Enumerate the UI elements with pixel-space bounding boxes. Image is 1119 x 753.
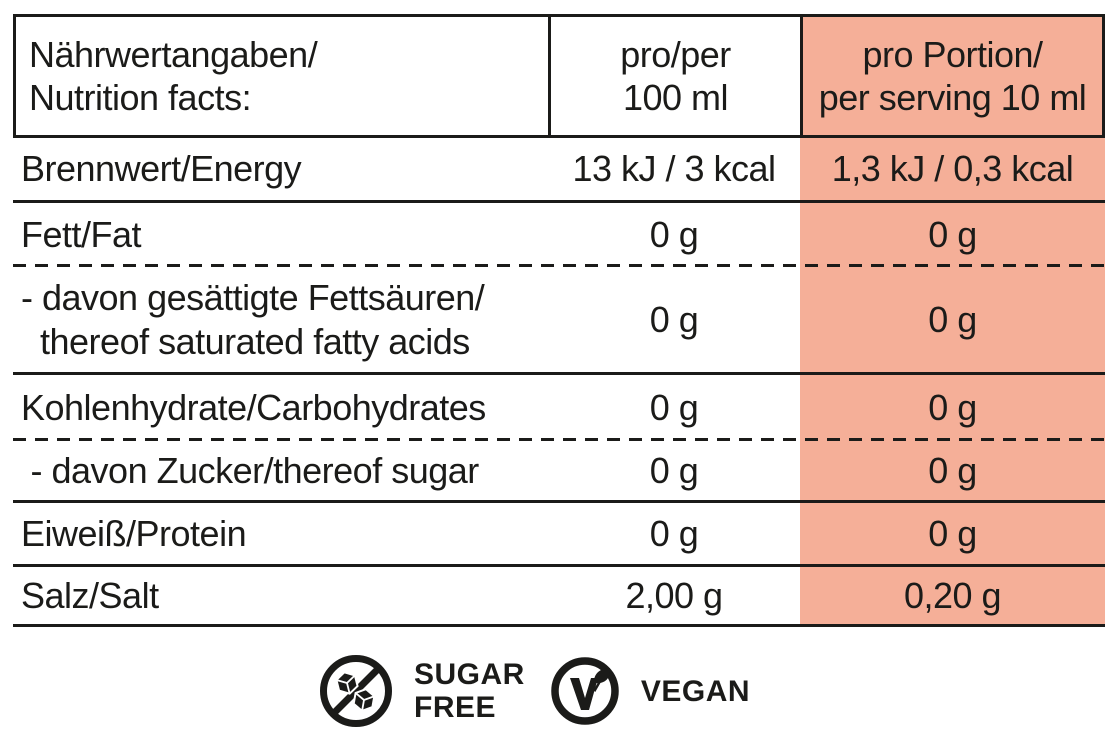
vegan-label: VEGAN — [640, 674, 751, 708]
row-value-serving: 0,20 g — [903, 574, 1002, 616]
table-row-salt: Salz/Salt 2,00 g 0,20 g — [13, 567, 1105, 627]
row-value-serving: 0 g — [928, 298, 977, 340]
row-value-per100: 0 g — [649, 298, 699, 340]
table-row-fat: Fett/Fat 0 g 0 g — [13, 203, 1105, 267]
row-label: Eiweiß/Protein — [21, 512, 247, 554]
table-row-energy: Brennwert/Energy 13 kJ / 3 kcal 1,3 kJ /… — [13, 138, 1105, 203]
row-value-serving: 0 g — [928, 449, 977, 491]
vegan-badge: VEGAN — [547, 653, 750, 729]
table-header-row: Nährwertangaben/ Nutrition facts: pro/pe… — [13, 14, 1105, 138]
table-row-carbohydrates: Kohlenhydrate/Carbohydrates 0 g 0 g — [13, 375, 1105, 441]
table-row-saturated-fat: - davon gesättigte Fettsäuren/ thereof s… — [13, 267, 1105, 375]
header-per-serving: pro Portion/ per serving 10 ml — [800, 17, 1102, 135]
row-value-per100: 0 g — [649, 214, 699, 255]
row-label: - davon gesättigte Fettsäuren/ thereof s… — [21, 277, 485, 362]
sugar-free-icon — [320, 655, 392, 727]
row-label: - davon Zucker/thereof sugar — [21, 449, 480, 491]
row-value-per100: 13 kJ / 3 kcal — [572, 148, 776, 189]
header-per-100ml: pro/per 100 ml — [548, 17, 800, 135]
row-label: Fett/Fat — [21, 214, 142, 256]
row-value-serving: 1,3 kJ / 0,3 kcal — [831, 148, 1074, 189]
header-title: Nährwertangaben/ Nutrition facts: — [29, 33, 318, 118]
row-label: Salz/Salt — [21, 574, 159, 616]
row-label: Kohlenhydrate/Carbohydrates — [21, 387, 486, 429]
sugar-free-badge: SUGAR FREE — [316, 651, 525, 731]
vegan-icon — [551, 657, 619, 725]
serving-column-highlight — [800, 14, 1105, 627]
table-row-sugar: - davon Zucker/thereof sugar 0 g 0 g — [13, 441, 1105, 503]
row-value-per100: 0 g — [649, 512, 699, 554]
certification-badges: SUGAR FREE VEGAN — [316, 650, 750, 732]
row-value-per100: 0 g — [649, 449, 699, 491]
nutrition-table: Nährwertangaben/ Nutrition facts: pro/pe… — [13, 14, 1105, 627]
row-value-serving: 0 g — [928, 512, 977, 554]
row-label: Brennwert/Energy — [21, 148, 302, 190]
table-row-protein: Eiweiß/Protein 0 g 0 g — [13, 503, 1105, 567]
table-body: Brennwert/Energy 13 kJ / 3 kcal 1,3 kJ /… — [13, 138, 1105, 627]
row-value-serving: 0 g — [928, 214, 977, 255]
row-value-per100: 2,00 g — [625, 574, 723, 616]
row-value-serving: 0 g — [928, 387, 977, 428]
row-value-per100: 0 g — [649, 387, 699, 428]
sugar-free-label: SUGAR FREE — [414, 658, 525, 724]
